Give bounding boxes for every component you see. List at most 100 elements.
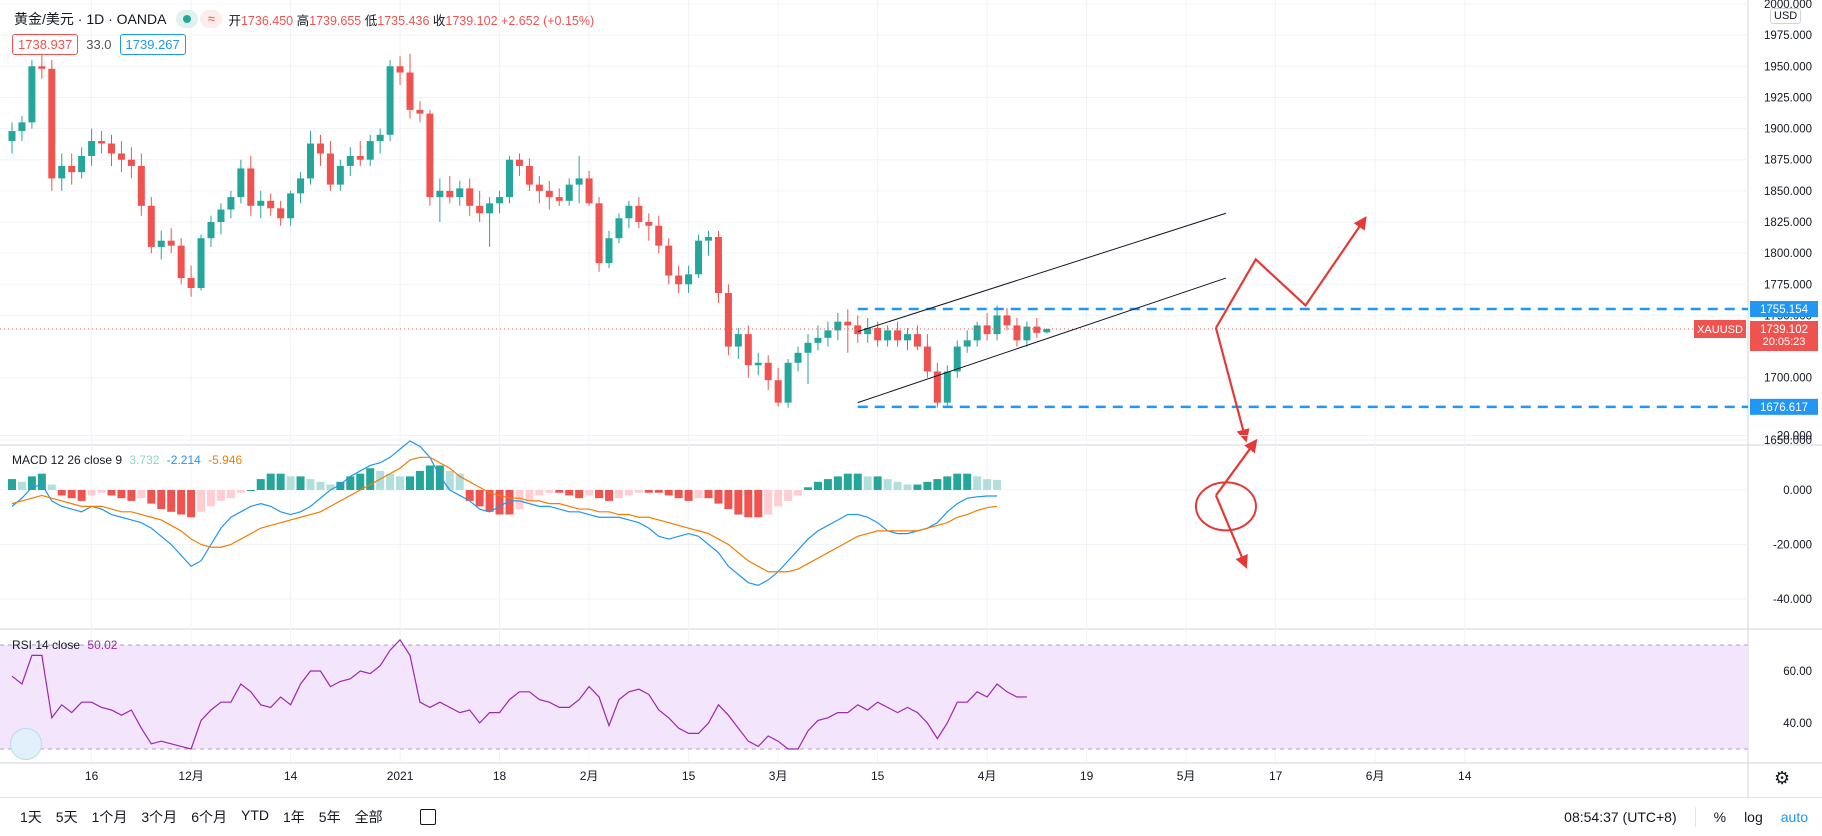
price-tick-label: 1950.000 xyxy=(1764,61,1812,73)
macd-histogram-bar xyxy=(813,481,822,490)
candle-body xyxy=(794,352,802,363)
macd-histogram-bar xyxy=(684,490,693,501)
macd-histogram-bar xyxy=(575,490,584,499)
data-delay-icon[interactable]: ≈ xyxy=(200,10,223,28)
rsi-tick-label: 40.00 xyxy=(1783,718,1812,730)
candle-body xyxy=(824,330,832,338)
percent-toggle[interactable]: % xyxy=(1713,809,1727,825)
macd-histogram-bar xyxy=(17,481,26,490)
macd-histogram-bar xyxy=(266,473,275,490)
candle-body xyxy=(446,190,454,198)
macd-histogram-bar xyxy=(644,490,653,493)
candle-body xyxy=(187,278,195,289)
symbol-header: 黄金/美元 · 1D · OANDA ≈ 开1736.450 高1739.655… xyxy=(14,9,594,29)
candle-body xyxy=(416,109,424,114)
candle-body xyxy=(227,197,235,210)
auto-toggle[interactable]: auto xyxy=(1780,809,1808,825)
candle-body xyxy=(326,153,334,185)
currency-badge[interactable]: USD xyxy=(1770,8,1802,24)
macd-histogram-bar xyxy=(624,490,633,496)
macd-histogram-bar xyxy=(714,490,723,504)
quote-box: 1738.937 33.0 1739.267 xyxy=(12,34,186,55)
range-button-6[interactable]: 1年 xyxy=(282,809,305,825)
macd-tick-label: -40.000 xyxy=(1773,594,1812,606)
tradingview-logo-icon[interactable] xyxy=(10,728,42,760)
candle-body xyxy=(754,362,762,366)
macd-arrow xyxy=(1215,438,1258,497)
macd-histogram-bar xyxy=(87,490,96,496)
macd-histogram-bar xyxy=(515,490,524,510)
range-button-0[interactable]: 1天 xyxy=(20,809,42,825)
candle-body xyxy=(456,188,464,198)
symbol-tag xyxy=(1694,320,1746,339)
symbol-tag-label: XAUUSD xyxy=(1697,324,1743,336)
price-axis-tag-label: 1676.617 xyxy=(1760,402,1808,414)
rsi-legend[interactable]: RSI 14 close 50.02 xyxy=(12,638,118,652)
time-tick-label: 3月 xyxy=(769,769,788,783)
range-selector: 1天 5天 1个月 3个月 6个月 YTD 1年 5年 全部 xyxy=(20,807,383,827)
macd-histogram-bar xyxy=(525,490,534,501)
macd-tick-label: 0.000 xyxy=(1783,485,1812,497)
macd-line xyxy=(11,440,998,587)
candle-body xyxy=(28,66,36,123)
bid-price[interactable]: 1738.937 xyxy=(12,34,79,55)
macd-histogram-bar xyxy=(256,479,265,490)
time-tick-label: 5月 xyxy=(1177,769,1196,783)
range-button-3[interactable]: 3个月 xyxy=(141,809,178,825)
candle-body xyxy=(486,203,494,214)
macd-histogram-bar xyxy=(386,473,395,490)
time-tick-label: 18 xyxy=(493,769,507,783)
range-button-4[interactable]: 6个月 xyxy=(191,809,227,825)
bottom-toolbar: 1天 5天 1个月 3个月 6个月 YTD 1年 5年 全部 08:54:37 (UTC+8) … xyxy=(0,797,1822,836)
macd-histogram-bar xyxy=(694,490,703,499)
candle-body xyxy=(535,184,543,191)
candle-body xyxy=(1043,329,1051,333)
date-range-icon[interactable] xyxy=(420,809,436,825)
symbol-title[interactable]: 黄金/美元 · 1D · OANDA xyxy=(14,11,167,27)
macd-tick-label: 20.000 xyxy=(1777,431,1812,443)
macd-histogram-bar xyxy=(346,476,355,490)
range-button-5[interactable]: YTD xyxy=(240,807,269,823)
clock-readout[interactable]: 08:54:37 (UTC+8) xyxy=(1564,809,1677,825)
candle-body xyxy=(436,190,444,198)
macd-histogram-bar xyxy=(197,490,206,512)
candle-body xyxy=(774,380,782,403)
settings-gear-icon[interactable]: ⚙ xyxy=(1774,768,1791,788)
macd-histogram-bar xyxy=(933,479,942,490)
price-tick-label: 1925.000 xyxy=(1764,92,1812,104)
candle-body xyxy=(366,141,374,160)
macd-histogram-bar xyxy=(57,490,66,496)
candle-body xyxy=(88,141,96,156)
macd-histogram-bar xyxy=(794,490,803,496)
candle-body xyxy=(58,165,66,179)
market-open-icon[interactable] xyxy=(176,10,199,28)
candle-body xyxy=(525,165,533,185)
candle-body xyxy=(724,293,732,347)
log-toggle[interactable]: log xyxy=(1744,809,1763,825)
macd-legend[interactable]: MACD 12 26 close 9 3.732 -2.214 -5.946 xyxy=(12,453,243,467)
macd-histogram-bar xyxy=(804,487,812,490)
range-button-7[interactable]: 5年 xyxy=(318,809,341,825)
macd-histogram-bar xyxy=(505,490,514,515)
macd-histogram-bar xyxy=(425,465,434,490)
candle-body xyxy=(695,240,703,275)
candle-body xyxy=(953,346,961,372)
candle-body xyxy=(913,334,921,347)
range-button-8[interactable]: 全部 xyxy=(354,809,383,825)
macd-histogram-bar xyxy=(823,479,832,490)
macd-histogram-bar xyxy=(893,481,902,490)
candle-body xyxy=(705,236,712,241)
ask-price[interactable]: 1739.267 xyxy=(119,34,186,55)
macd-histogram-bar xyxy=(376,470,385,490)
price-tick-label: 1775.000 xyxy=(1764,279,1812,291)
candle-body xyxy=(117,153,125,160)
range-button-2[interactable]: 1个月 xyxy=(91,809,128,825)
candle-body xyxy=(217,209,225,222)
macd-histogram-bar xyxy=(993,479,1002,490)
divider xyxy=(1694,807,1696,827)
candle-body xyxy=(137,165,145,206)
candle-body xyxy=(874,327,882,341)
range-button-1[interactable]: 5天 xyxy=(55,809,78,825)
candle-body xyxy=(645,222,653,226)
